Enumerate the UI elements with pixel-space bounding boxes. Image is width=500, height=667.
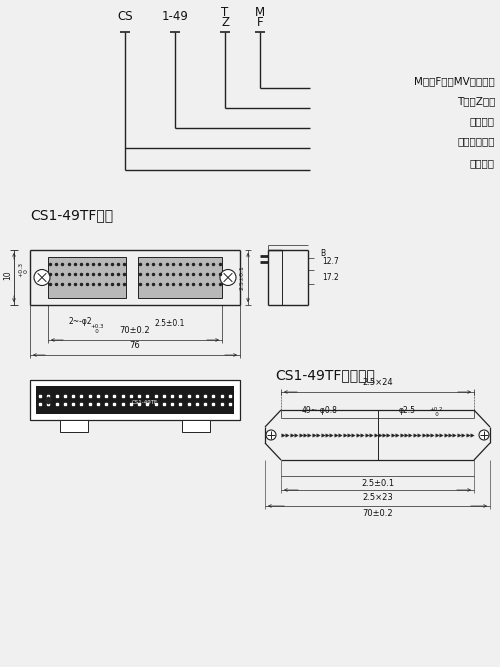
Text: F: F [256,17,264,29]
Text: T: T [222,5,228,19]
Text: 10: 10 [3,271,12,280]
Text: 2.5±0.1: 2.5±0.1 [361,479,394,488]
Text: 76: 76 [130,341,140,350]
Text: 70±0.2: 70±0.2 [362,509,393,518]
Text: +0.3: +0.3 [90,324,104,329]
Text: CS1-49TF插头: CS1-49TF插头 [30,208,113,222]
Circle shape [266,430,276,440]
Bar [36,386,234,414]
Text: T插头Z插座: T插头Z插座 [456,96,495,106]
Circle shape [34,269,50,285]
Text: 12.7: 12.7 [322,257,339,267]
Bar [182,420,210,432]
Text: φ2.5: φ2.5 [399,406,416,415]
Text: 2.5±0.1: 2.5±0.1 [239,265,244,290]
Text: M插针F插孔MV弯式插针: M插针F插孔MV弯式插针 [414,76,495,86]
Text: 主称代号: 主称代号 [470,158,495,168]
Text: 0: 0 [90,329,99,334]
Text: 0: 0 [430,412,438,417]
Text: B: B [320,249,325,259]
Text: 1-49: 1-49 [162,11,188,23]
Bar [60,420,88,432]
Text: 2~-φ2: 2~-φ2 [68,317,92,326]
Text: M: M [255,5,265,19]
Text: +0.2: +0.2 [430,407,443,412]
Text: 2.5±0.1: 2.5±0.1 [155,319,185,328]
Circle shape [220,269,236,285]
Bar [48,257,126,298]
Text: 49~-φ0.8: 49~-φ0.8 [302,406,338,415]
Bar [138,257,222,298]
Text: CS1-49TF: CS1-49TF [132,400,158,404]
Circle shape [479,430,489,440]
Text: 70±0.2: 70±0.2 [120,326,150,335]
Text: 接触件数: 接触件数 [470,116,495,126]
Text: CS1-49TF安装尺寸: CS1-49TF安装尺寸 [275,368,375,382]
Text: 2.5×23: 2.5×23 [362,493,393,502]
Bar [30,380,240,420]
Text: CS: CS [117,11,133,23]
Text: 17.2: 17.2 [322,273,339,283]
Text: 2.5×24: 2.5×24 [362,378,393,387]
Text: 结构类型序号: 结构类型序号 [458,136,495,146]
Text: Z: Z [221,17,229,29]
Text: +0.3
  0: +0.3 0 [18,262,29,277]
